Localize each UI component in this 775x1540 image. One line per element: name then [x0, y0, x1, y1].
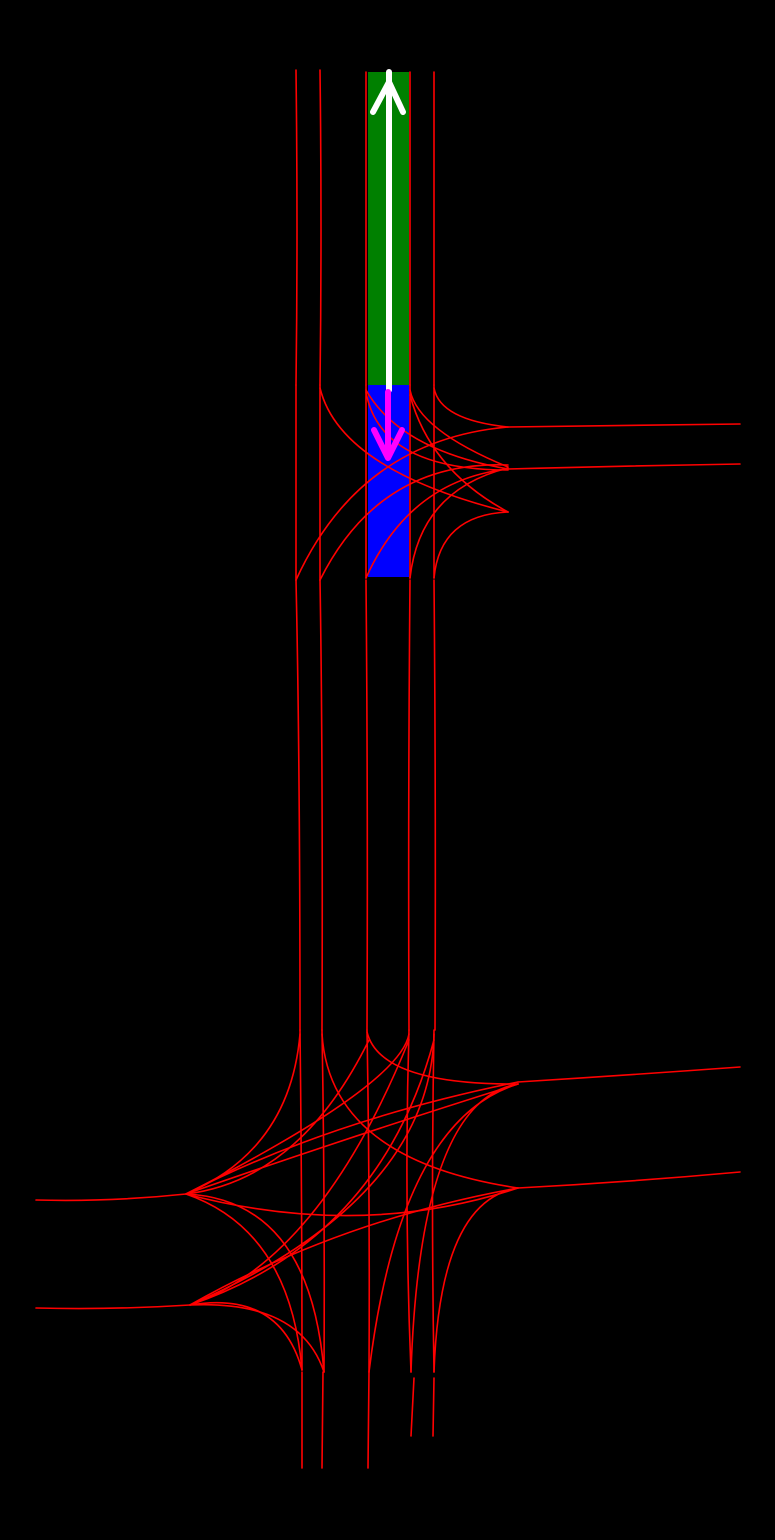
lane-line — [517, 1171, 741, 1189]
lane-connector — [189, 1303, 325, 1373]
lane-connector — [409, 467, 509, 579]
lane-line — [365, 579, 369, 1031]
lane-connector — [185, 1187, 519, 1217]
lane-connector — [365, 391, 509, 471]
lane-connector — [409, 389, 509, 468]
lane-connector — [368, 1083, 519, 1373]
lane-line — [319, 579, 324, 1031]
lane-connector — [189, 1039, 410, 1306]
lane-line — [432, 1377, 435, 1437]
lane-connector — [366, 1031, 519, 1085]
lane-line — [517, 1066, 741, 1083]
lane-connector — [433, 387, 509, 428]
lane-line — [410, 1377, 415, 1437]
lane-line — [319, 69, 322, 386]
lane-connector — [365, 389, 509, 470]
lane-line — [406, 1029, 412, 1373]
lane-connector — [185, 1033, 410, 1195]
lane-line — [367, 1371, 370, 1469]
lane-line — [35, 1193, 187, 1202]
lane-connector — [189, 1301, 303, 1371]
lane-connector — [321, 1033, 519, 1189]
lane-line — [433, 579, 437, 1031]
lane-connector — [409, 394, 509, 513]
lane-connector — [185, 1039, 370, 1195]
lane-line — [366, 1029, 371, 1373]
lane-connector — [189, 1039, 435, 1306]
lane-line — [507, 423, 741, 428]
up-arrow-icon — [370, 69, 406, 393]
lane-line — [35, 1304, 191, 1310]
lane-line — [407, 579, 411, 1031]
lane-line — [507, 463, 741, 470]
lane-line — [321, 1029, 326, 1373]
lane-network — [35, 69, 741, 1469]
lane-connector — [295, 426, 509, 581]
lane-connector — [185, 1193, 325, 1373]
lane-connector — [189, 1033, 435, 1306]
lane-connector — [433, 511, 509, 579]
lane-connector — [189, 1187, 519, 1306]
lane-connector — [365, 468, 509, 579]
lane-line — [295, 579, 301, 1031]
lane-line — [295, 69, 298, 386]
lane-line — [321, 1371, 324, 1469]
down-arrow-icon — [371, 389, 405, 461]
lane-connector — [185, 1083, 519, 1195]
lane-connector — [185, 1081, 519, 1195]
lane-line — [299, 1029, 303, 1371]
lane-connector — [319, 464, 509, 581]
lane-connector — [185, 1193, 303, 1371]
lane-connector — [319, 387, 509, 513]
lane-connector — [410, 1083, 519, 1373]
lane-line — [431, 1029, 435, 1373]
